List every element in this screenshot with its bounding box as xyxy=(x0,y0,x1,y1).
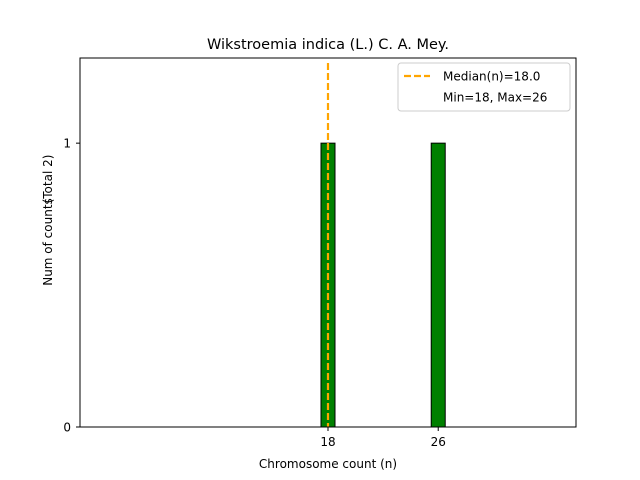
legend-range-label: Min=18, Max=26 xyxy=(443,91,547,105)
x-axis-label: Chromosome count (n) xyxy=(259,457,397,471)
legend-median-label: Median(n)=18.0 xyxy=(443,70,540,84)
y-axis-label: Num of counts xyxy=(41,198,55,286)
y-tick-label-1: 1 xyxy=(63,137,71,151)
y-ticks: 01 xyxy=(63,137,80,435)
y-tick-label-0: 0 xyxy=(63,421,71,435)
x-tick-label-26: 26 xyxy=(431,435,446,449)
x-tick-label-18: 18 xyxy=(320,435,335,449)
chart-title: Wikstroemia indica (L.) C. A. Mey. xyxy=(207,37,449,53)
legend: Median(n)=18.0 Min=18, Max=26 xyxy=(397,62,571,112)
x-ticks: 18 26 xyxy=(320,427,446,449)
legend-box xyxy=(397,62,571,112)
bar-26 xyxy=(430,142,446,428)
y-axis-total-label: (Total 2) xyxy=(41,155,55,204)
